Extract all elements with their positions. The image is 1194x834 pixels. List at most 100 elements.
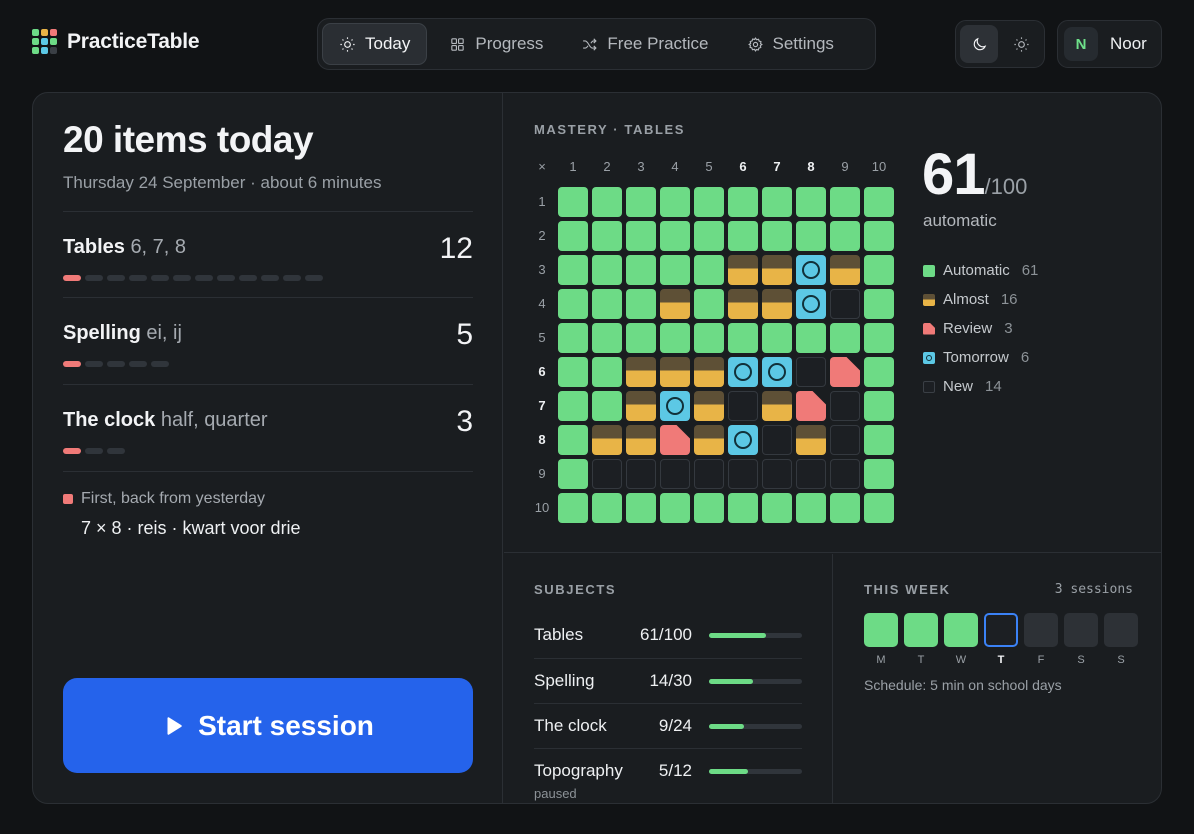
mastery-cell[interactable] [592,255,622,285]
mastery-cell[interactable] [558,255,588,285]
today-subject-clock[interactable]: The clock half, quarter 3 [63,384,473,470]
mastery-cell[interactable] [762,493,792,523]
mastery-cell[interactable] [626,459,656,489]
mastery-cell[interactable] [626,187,656,217]
mastery-cell[interactable] [830,323,860,353]
mastery-cell[interactable] [796,391,826,421]
subject-row[interactable]: The clock 9/24 [534,703,802,748]
mastery-cell[interactable] [728,391,758,421]
mastery-cell[interactable] [558,289,588,319]
mastery-cell[interactable] [762,187,792,217]
mastery-cell[interactable] [558,357,588,387]
mastery-cell[interactable] [660,323,690,353]
mastery-cell[interactable] [694,357,724,387]
mastery-cell[interactable] [728,289,758,319]
mastery-cell[interactable] [660,255,690,285]
user-menu[interactable]: N Noor [1057,20,1162,68]
mastery-cell[interactable] [728,357,758,387]
mastery-cell[interactable] [762,425,792,455]
mastery-cell[interactable] [728,425,758,455]
mastery-cell[interactable] [592,493,622,523]
tab-today[interactable]: Today [322,23,428,65]
mastery-cell[interactable] [694,323,724,353]
mastery-cell[interactable] [762,323,792,353]
tab-free-practice[interactable]: Free Practice [565,23,724,65]
mastery-cell[interactable] [558,221,588,251]
mastery-cell[interactable] [830,493,860,523]
mastery-cell[interactable] [796,187,826,217]
mastery-cell[interactable] [796,459,826,489]
mastery-cell[interactable] [558,459,588,489]
mastery-cell[interactable] [592,425,622,455]
mastery-cell[interactable] [728,255,758,285]
mastery-cell[interactable] [558,391,588,421]
mastery-cell[interactable] [796,289,826,319]
mastery-cell[interactable] [558,187,588,217]
mastery-cell[interactable] [762,459,792,489]
mastery-cell[interactable] [864,493,894,523]
mastery-cell[interactable] [830,221,860,251]
mastery-cell[interactable] [796,425,826,455]
mastery-cell[interactable] [864,323,894,353]
mastery-cell[interactable] [830,187,860,217]
mastery-cell[interactable] [592,357,622,387]
mastery-cell[interactable] [762,255,792,285]
mastery-cell[interactable] [694,493,724,523]
mastery-cell[interactable] [660,357,690,387]
mastery-cell[interactable] [796,493,826,523]
today-subject-spelling[interactable]: Spelling ei, ij 5 [63,297,473,383]
mastery-cell[interactable] [592,221,622,251]
mastery-cell[interactable] [830,357,860,387]
mastery-cell[interactable] [626,425,656,455]
mastery-cell[interactable] [626,391,656,421]
mastery-cell[interactable] [762,357,792,387]
mastery-cell[interactable] [660,289,690,319]
mastery-cell[interactable] [864,187,894,217]
mastery-cell[interactable] [592,289,622,319]
mastery-cell[interactable] [728,221,758,251]
mastery-cell[interactable] [796,357,826,387]
mastery-cell[interactable] [660,493,690,523]
mastery-cell[interactable] [626,289,656,319]
today-subject-tables[interactable]: Tables 6, 7, 8 12 [63,211,473,297]
mastery-cell[interactable] [728,323,758,353]
mastery-cell[interactable] [626,221,656,251]
mastery-cell[interactable] [626,493,656,523]
mastery-cell[interactable] [830,391,860,421]
mastery-cell[interactable] [864,459,894,489]
mastery-cell[interactable] [728,187,758,217]
mastery-cell[interactable] [694,425,724,455]
mastery-cell[interactable] [762,221,792,251]
mastery-cell[interactable] [864,425,894,455]
subject-row[interactable]: Tables 61/100 [534,613,802,658]
mastery-cell[interactable] [694,187,724,217]
mastery-cell[interactable] [694,391,724,421]
mastery-cell[interactable] [660,187,690,217]
mastery-cell[interactable] [762,391,792,421]
mastery-cell[interactable] [830,255,860,285]
mastery-cell[interactable] [660,391,690,421]
mastery-cell[interactable] [864,289,894,319]
mastery-cell[interactable] [558,425,588,455]
mastery-cell[interactable] [660,459,690,489]
brand[interactable]: PracticeTable [32,29,200,54]
mastery-cell[interactable] [558,493,588,523]
mastery-cell[interactable] [660,221,690,251]
tab-progress[interactable]: Progress [433,23,559,65]
subject-row[interactable]: Topography paused 5/12 [534,748,802,801]
subject-row[interactable]: Spelling 14/30 [534,658,802,703]
mastery-cell[interactable] [830,289,860,319]
mastery-cell[interactable] [694,459,724,489]
mastery-cell[interactable] [796,255,826,285]
mastery-cell[interactable] [728,459,758,489]
mastery-cell[interactable] [694,255,724,285]
mastery-cell[interactable] [626,357,656,387]
mastery-cell[interactable] [830,459,860,489]
dark-mode-button[interactable] [960,25,998,63]
mastery-cell[interactable] [864,255,894,285]
mastery-cell[interactable] [864,357,894,387]
tab-settings[interactable]: Settings [731,23,850,65]
mastery-cell[interactable] [728,493,758,523]
mastery-cell[interactable] [694,221,724,251]
mastery-cell[interactable] [626,255,656,285]
